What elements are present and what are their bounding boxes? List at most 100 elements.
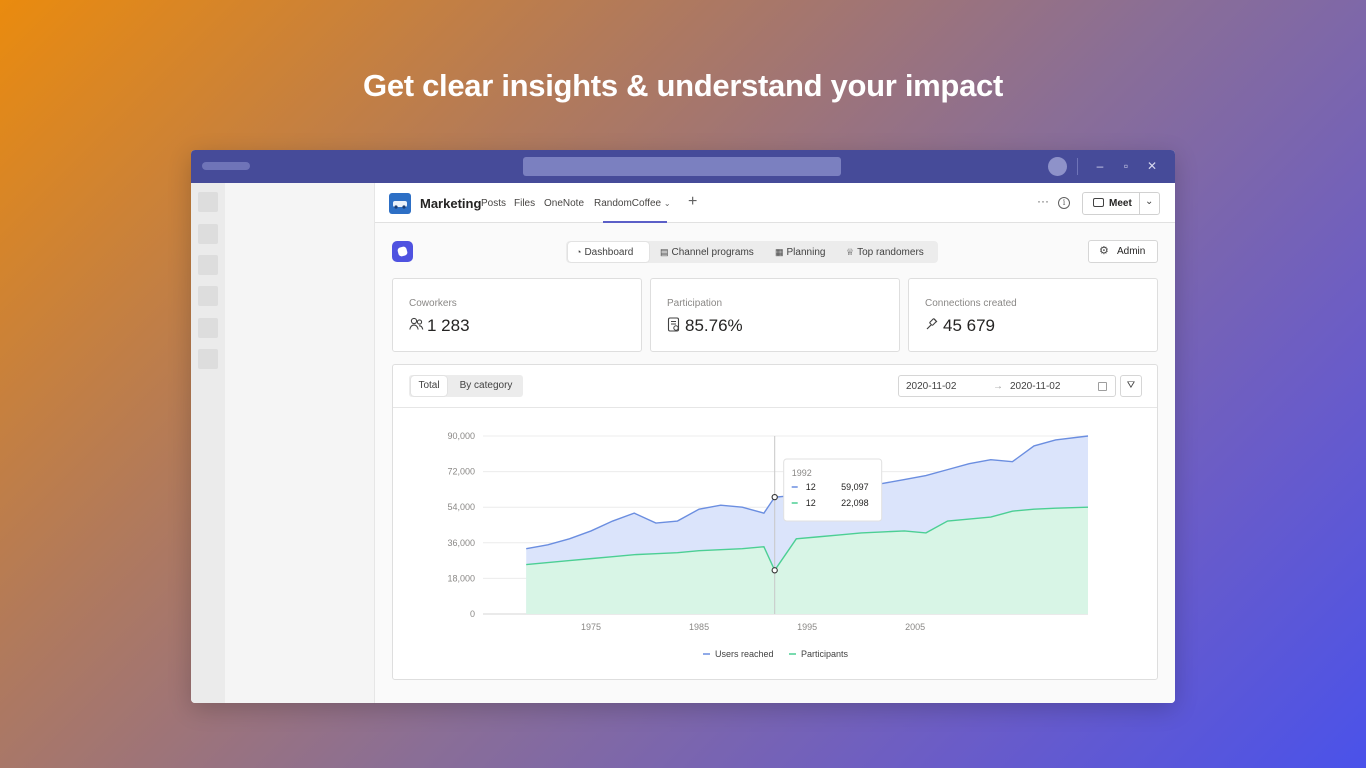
tab-randomcoffee[interactable]: RandomCoffee ⌄ <box>594 198 671 209</box>
y-tick-label: 36,000 <box>447 538 475 548</box>
y-tick-label: 72,000 <box>447 467 475 477</box>
nav-channel-programs-label: Channel programs <box>671 247 754 258</box>
tooltip-row-label: 12 <box>806 498 816 508</box>
rail-item[interactable] <box>198 255 218 275</box>
randomcoffee-logo-icon <box>392 241 413 262</box>
calendar-icon: ▦ <box>775 247 784 257</box>
date-range-picker[interactable]: 2020-11-02 → 2020-11-02 <box>898 375 1116 397</box>
rail-item[interactable] <box>198 349 218 369</box>
series-line-participants <box>526 506 1089 572</box>
area-chart: 0 18,000 36,000 54,000 72,000 90,000 1975 1985 1… <box>447 431 1089 659</box>
stat-card-connections: Connections created 45 679 <box>908 278 1158 352</box>
gear-icon: ⚙ <box>1099 245 1109 257</box>
calendar-icon[interactable] <box>1098 382 1107 391</box>
chart-divider <box>393 407 1157 408</box>
x-tick-label: 1985 <box>689 622 709 632</box>
active-tab-indicator <box>603 221 667 223</box>
filter-button[interactable]: ⛛ <box>1120 375 1142 397</box>
app-menu-placeholder[interactable] <box>202 162 250 170</box>
titlebar-divider <box>1077 158 1078 175</box>
x-tick-label: 1975 <box>581 622 601 632</box>
title-bar: – ▫ ✕ <box>191 150 1175 183</box>
arrow-right-icon: → <box>993 381 1003 392</box>
tab-posts[interactable]: Posts <box>481 198 507 209</box>
page-headline: Get clear insights & understand your imp… <box>363 68 1003 103</box>
nav-planning[interactable]: ▦ Planning <box>773 242 838 262</box>
team-logo-icon <box>389 193 411 214</box>
chart-card: Total By category 2020-11-02 → 2020-11-0… <box>392 364 1158 680</box>
y-tick-label: 54,000 <box>447 502 475 512</box>
tooltip-row-label: 12 <box>806 482 816 492</box>
stat-label: Connections created <box>925 298 1017 309</box>
rail-item[interactable] <box>198 286 218 306</box>
tab-onenote[interactable]: OneNote <box>544 198 585 209</box>
trophy-icon: ♕ <box>846 247 855 257</box>
link-icon <box>925 317 939 334</box>
y-tick-label: 90,000 <box>447 431 475 441</box>
tooltip-box <box>783 458 883 522</box>
rail-item[interactable] <box>198 192 218 212</box>
rail-item[interactable] <box>198 318 218 338</box>
nav-dashboard-label: Dashboard <box>584 247 634 258</box>
team-name: Marketing <box>420 196 482 211</box>
chevron-down-icon[interactable]: ⌄ <box>1145 196 1154 207</box>
hover-point <box>771 493 778 501</box>
legend-label: Participants <box>801 649 849 659</box>
view-toggle: Total By category <box>409 375 523 397</box>
nav-dashboard[interactable]: ◔ Dashboard <box>568 242 649 262</box>
tooltip-row-value: 22,098 <box>841 498 869 508</box>
teams-window: – ▫ ✕ Marketing Posts Files OneNote Rand… <box>191 150 1175 703</box>
y-tick-label: 0 <box>470 609 475 619</box>
hover-point <box>771 567 778 574</box>
date-to[interactable]: 2020-11-02 <box>1010 381 1061 392</box>
tab-randomcoffee-label: RandomCoffee <box>594 198 662 209</box>
form-icon <box>667 317 681 335</box>
app-rail <box>191 183 225 703</box>
stat-value: 1 283 <box>427 316 470 335</box>
meet-divider <box>1139 193 1140 214</box>
chevron-down-icon: ⌄ <box>663 199 671 208</box>
date-from[interactable]: 2020-11-02 <box>906 381 957 392</box>
avatar[interactable] <box>1048 157 1067 176</box>
y-tick-label: 18,000 <box>447 573 475 583</box>
people-icon <box>409 317 424 334</box>
x-tick-label: 1995 <box>797 622 817 632</box>
nav-top-randomers[interactable]: ♕ Top randomers <box>844 242 936 262</box>
more-options-icon[interactable]: ··· <box>1037 194 1049 208</box>
rail-item[interactable] <box>198 224 218 244</box>
search-bar[interactable] <box>523 157 841 176</box>
maximize-icon[interactable]: ▫ <box>1123 159 1129 173</box>
x-tick-label: 2005 <box>905 622 925 632</box>
filter-icon: ⛛ <box>1126 380 1136 391</box>
channel-header: Marketing Posts Files OneNote RandomCoff… <box>375 183 1175 223</box>
minimize-icon[interactable]: – <box>1096 159 1104 173</box>
segment-by-category[interactable]: By category <box>459 380 513 391</box>
dashboard-icon: ◔ <box>576 247 582 257</box>
add-tab-icon[interactable]: + <box>688 193 698 210</box>
nav-channel-programs[interactable]: ▤ Channel programs <box>656 242 766 262</box>
info-icon[interactable]: i <box>1058 197 1070 209</box>
clipboard-icon: ▤ <box>660 247 669 257</box>
stat-card-coworkers: Coworkers 1 283 <box>392 278 642 352</box>
app-navigation: ◔ Dashboard ▤ Channel programs ▦ Planning ♕… <box>566 241 938 263</box>
channel-list-pane <box>225 183 375 703</box>
series-area-participants <box>526 507 1088 614</box>
admin-button[interactable]: ⚙ Admin <box>1088 240 1158 263</box>
main-content: Marketing Posts Files OneNote RandomCoff… <box>375 183 1175 703</box>
tooltip-row-value: 59,097 <box>841 482 869 492</box>
stat-card-participation: Participation 85.76% <box>650 278 900 352</box>
tooltip-title: 1992 <box>792 468 812 478</box>
nav-planning-label: Planning <box>786 247 826 258</box>
close-icon[interactable]: ✕ <box>1146 159 1158 173</box>
segment-total[interactable]: Total <box>411 376 447 396</box>
legend-label: Users reached <box>715 649 774 659</box>
admin-label: Admin <box>1117 246 1146 257</box>
stat-label: Participation <box>667 298 723 309</box>
nav-top-randomers-label: Top randomers <box>857 247 924 258</box>
tab-files[interactable]: Files <box>514 198 536 209</box>
meet-button[interactable]: Meet ⌄ <box>1082 192 1160 215</box>
stat-value: 45 679 <box>943 316 995 335</box>
video-camera-icon <box>1093 198 1104 207</box>
meet-label: Meet <box>1109 198 1132 209</box>
stat-value: 85.76% <box>685 316 743 335</box>
